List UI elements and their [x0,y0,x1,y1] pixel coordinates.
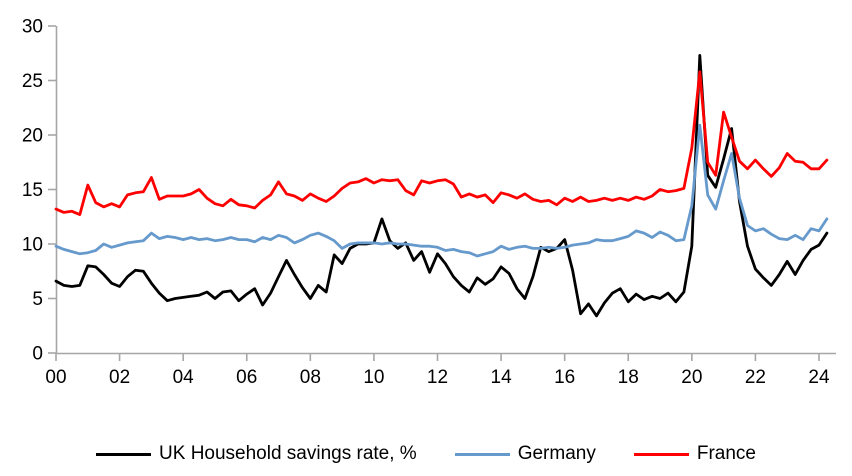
legend-item-uk: UK Household savings rate, % [96,443,417,465]
legend-item-france: France [633,443,756,465]
x-tick-label-18: 18 [618,367,639,388]
france-legend-label: France [696,443,756,464]
uk-series-line [54,54,829,318]
x-tick-label-02: 02 [109,367,130,388]
x-tick-label-08: 08 [300,367,321,388]
france-series-line [54,70,829,217]
x-tick-label-14: 14 [491,367,513,388]
x-tick-label-16: 16 [554,367,575,388]
y-tick-label-0: 0 [32,344,43,365]
y-tick-label-15: 15 [22,180,43,201]
x-tick-label-04: 04 [173,367,195,388]
y-tick-label-20: 20 [22,126,43,147]
france-line-swatch-icon [633,452,689,456]
y-tick-label-25: 25 [22,71,43,92]
germany-line-swatch-icon [454,452,510,456]
y-tick-label-5: 5 [32,289,43,310]
x-tick-label-12: 12 [427,367,448,388]
uk-legend-label: UK Household savings rate, % [159,443,417,464]
x-tick-label-22: 22 [745,367,766,388]
chart-legend: UK Household savings rate, % Germany Fra… [0,436,852,472]
y-tick-label-10: 10 [22,235,43,256]
legend-item-germany: Germany [454,443,596,465]
x-tick-label-00: 00 [45,367,66,388]
x-tick-label-10: 10 [363,367,384,388]
savings-rate-chart: 0 5 10 15 20 25 30 00 02 04 06 08 10 12 14 16 18 20 22 24 [22,17,836,388]
x-tick-label-24: 24 [808,367,830,388]
germany-legend-label: Germany [517,443,596,464]
y-tick-label-30: 30 [22,17,43,38]
germany-series-line [54,123,829,258]
uk-line-swatch-icon [96,452,152,456]
x-tick-label-06: 06 [236,367,257,388]
x-tick-label-20: 20 [681,367,702,388]
